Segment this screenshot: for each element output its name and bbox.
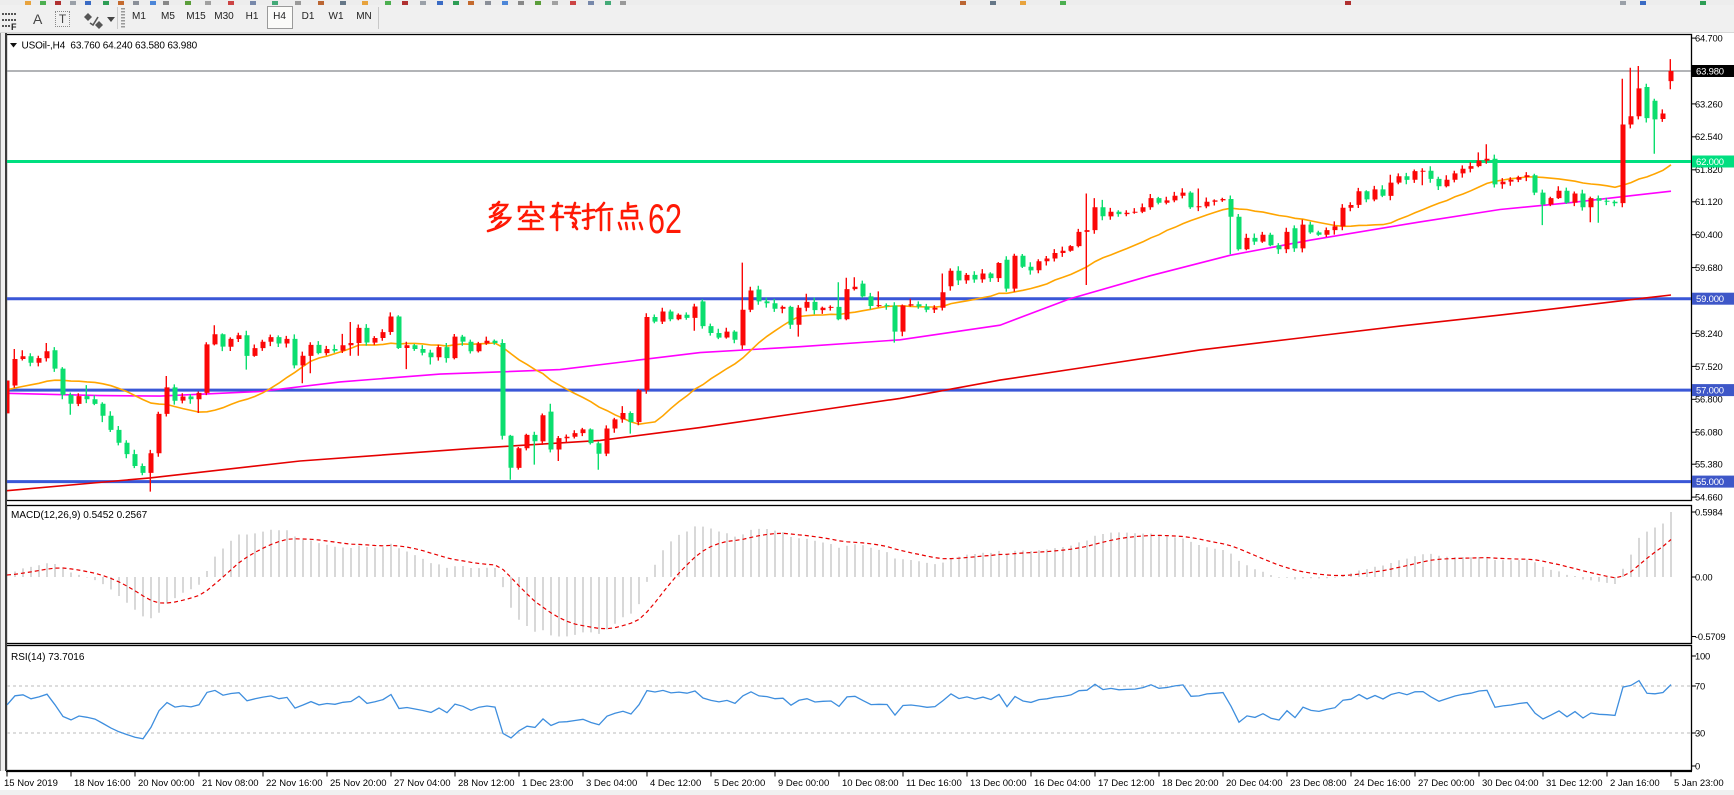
svg-text:55.380: 55.380 [1695,459,1722,470]
svg-text:0: 0 [1695,760,1700,771]
svg-text:24 Dec 16:00: 24 Dec 16:00 [1354,778,1411,789]
svg-text:62.540: 62.540 [1695,131,1722,142]
svg-text:54.660: 54.660 [1695,492,1722,503]
svg-text:25 Nov 20:00: 25 Nov 20:00 [330,778,387,789]
svg-text:23 Dec 08:00: 23 Dec 08:00 [1290,778,1347,789]
svg-text:62: 62 [648,195,682,242]
svg-text:16 Dec 04:00: 16 Dec 04:00 [1034,778,1091,789]
svg-text:31 Dec 12:00: 31 Dec 12:00 [1546,778,1603,789]
svg-text:0.5984: 0.5984 [1695,506,1722,517]
svg-text:-0.5709: -0.5709 [1695,631,1725,642]
svg-text:9 Dec 00:00: 9 Dec 00:00 [778,778,829,789]
svg-text:17 Dec 12:00: 17 Dec 12:00 [1098,778,1155,789]
svg-text:27 Nov 04:00: 27 Nov 04:00 [394,778,451,789]
svg-text:2 Jan 16:00: 2 Jan 16:00 [1610,778,1660,789]
svg-text:61.120: 61.120 [1695,196,1722,207]
svg-text:1 Dec 23:00: 1 Dec 23:00 [522,778,573,789]
svg-text:63.980: 63.980 [1696,67,1724,78]
svg-text:3 Dec 04:00: 3 Dec 04:00 [586,778,637,789]
svg-text:USOil-,H4 63.760 64.240 63.58: USOil-,H4 63.760 64.240 63.580 63.980 [22,41,198,52]
svg-text:5 Dec 20:00: 5 Dec 20:00 [714,778,765,789]
svg-text:70: 70 [1695,680,1705,691]
svg-text:15 Nov 2019: 15 Nov 2019 [4,778,58,789]
svg-text:56.080: 56.080 [1695,427,1722,438]
svg-text:RSI(14) 73.7016: RSI(14) 73.7016 [11,652,85,663]
svg-text:MACD(12,26,9) 0.5452 0.2567: MACD(12,26,9) 0.5452 0.2567 [11,510,148,521]
svg-text:18 Nov 16:00: 18 Nov 16:00 [74,778,131,789]
svg-text:0.00: 0.00 [1695,571,1712,582]
svg-text:59.000: 59.000 [1696,294,1724,305]
svg-text:4 Dec 12:00: 4 Dec 12:00 [650,778,701,789]
svg-text:18 Dec 20:00: 18 Dec 20:00 [1162,778,1219,789]
svg-text:58.240: 58.240 [1695,328,1722,339]
svg-text:13 Dec 00:00: 13 Dec 00:00 [970,778,1027,789]
svg-text:20 Nov 00:00: 20 Nov 00:00 [138,778,195,789]
svg-text:63.260: 63.260 [1695,98,1722,109]
svg-text:56.800: 56.800 [1695,394,1722,405]
svg-text:59.680: 59.680 [1695,262,1722,273]
svg-text:30: 30 [1695,727,1705,738]
svg-text:57.520: 57.520 [1695,361,1722,372]
svg-text:28 Nov 12:00: 28 Nov 12:00 [458,778,515,789]
svg-text:20 Dec 04:00: 20 Dec 04:00 [1226,778,1283,789]
svg-text:57.000: 57.000 [1696,386,1724,397]
svg-text:55.000: 55.000 [1696,477,1724,488]
svg-text:60.400: 60.400 [1695,229,1722,240]
svg-text:22 Nov 16:00: 22 Nov 16:00 [266,778,323,789]
svg-text:F: F [11,22,17,31]
svg-text:10 Dec 08:00: 10 Dec 08:00 [842,778,899,789]
svg-text:64.700: 64.700 [1695,33,1722,44]
svg-text:5 Jan 23:00: 5 Jan 23:00 [1674,778,1724,789]
svg-text:62.000: 62.000 [1696,157,1724,168]
svg-text:21 Nov 08:00: 21 Nov 08:00 [202,778,259,789]
svg-text:30 Dec 04:00: 30 Dec 04:00 [1482,778,1539,789]
svg-text:61.820: 61.820 [1695,164,1722,175]
svg-text:11 Dec 16:00: 11 Dec 16:00 [906,778,962,789]
svg-text:100: 100 [1695,650,1710,661]
svg-text:27 Dec 00:00: 27 Dec 00:00 [1418,778,1475,789]
